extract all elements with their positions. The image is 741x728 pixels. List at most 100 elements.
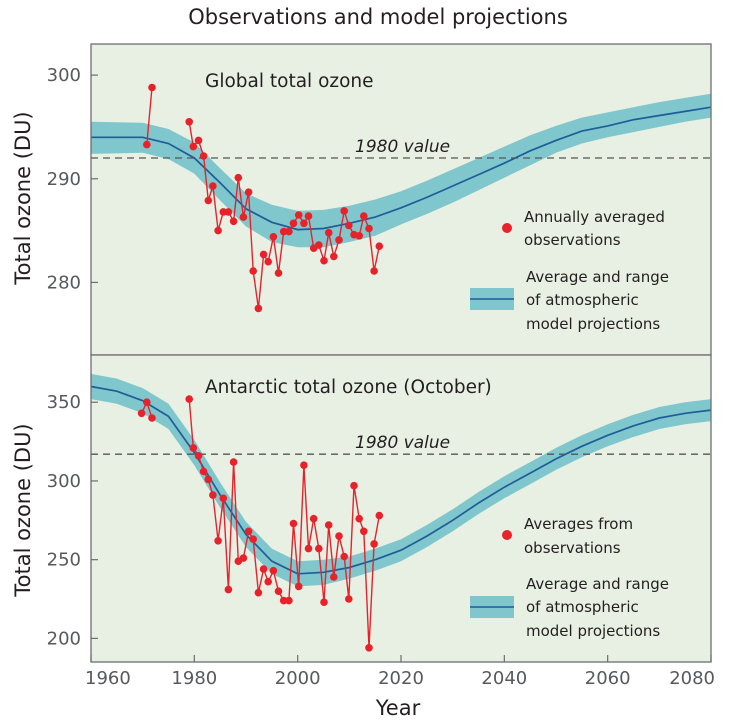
observation-point [315,544,323,553]
antarctic-observations [137,395,384,652]
observation-point [269,233,278,241]
observation-point [345,595,353,603]
observation-point [370,540,378,548]
observation-point [360,212,368,220]
observation-point [300,219,308,228]
x-tick-label: 1980 [171,668,217,689]
observation-point [204,196,213,205]
observation-point [294,582,303,591]
observation-point [185,395,193,403]
observation-point [254,304,263,313]
observation-point [320,598,328,606]
observation-point [269,566,278,575]
antarctic-y-axis: 200 250 300 350 [47,392,98,649]
observation-point [324,228,333,237]
global-1980-value-label: 1980 value [355,137,450,157]
observation-point [214,226,222,235]
observation-point [279,596,288,605]
observation-point [148,414,156,422]
x-tick-label: 2060 [585,668,631,689]
observation-point [360,527,368,536]
observation-point [249,535,257,543]
observation-point [264,257,273,266]
observation-point [279,227,288,236]
observation-point [320,256,328,265]
observation-point [244,527,253,536]
global-y-axis: 280 290 300 [47,65,98,293]
observation-point [244,188,253,196]
observation-point [204,475,213,484]
global-model-average-line [91,106,712,231]
legend-model-label: Average and range of atmospheric model p… [526,268,674,333]
observation-point [239,554,248,562]
observation-point [239,213,248,221]
observation-point [330,573,338,581]
y-tick-label: 250 [47,550,81,571]
observation-point [194,136,203,145]
observation-point [330,252,338,261]
observation-point [340,552,349,561]
observation-point [148,83,156,92]
observation-point [289,219,298,228]
observation-point [365,644,373,652]
observation-point [229,458,238,466]
chart-title: Observations and model projections [188,5,568,29]
antarctic-y-axis-label: Total ozone (DU) [11,423,35,597]
x-tick-label: 2040 [481,668,527,689]
legend-observations-label: Annually averaged observations [524,208,670,249]
observation-point [285,596,293,605]
observation-point [259,565,268,573]
observation-point [355,514,364,523]
observation-point [335,236,343,244]
global-legend: Annually averaged observations Average a… [470,208,674,333]
observation-point [355,232,364,240]
y-tick-label: 200 [47,628,81,649]
x-tick-label: 1960 [85,668,131,689]
global-observations [143,83,384,313]
observation-point [335,532,343,540]
antarctic-panel: 1980 value Antarctic total ozone (Octobe… [11,354,712,663]
antarctic-legend: Averages from observations Average and r… [470,515,669,640]
observation-line [146,87,153,145]
antarctic-1980-value-label: 1980 value [355,433,450,453]
observation-point [209,491,217,499]
observation-point [209,182,217,190]
observation-point [254,588,263,597]
observation-point [143,398,151,407]
observation-point [137,409,146,418]
observation-point [264,577,273,586]
observation-point [285,227,293,236]
observation-point [234,173,243,182]
observation-point [224,585,233,594]
x-tick-label: 2020 [378,668,424,689]
x-axis: 1960 1980 2000 2020 2040 2060 2080 [85,655,715,689]
legend-observation-marker [502,223,512,233]
observation-point [375,511,384,520]
legend-observations-label: Averages from observations [524,515,638,557]
observation-point [199,467,208,476]
observation-point [259,250,268,259]
global-panel-title: Global total ozone [205,71,374,92]
observation-point [199,152,208,160]
observation-point [304,212,313,220]
y-tick-label: 300 [47,65,81,86]
observation-point [315,241,323,249]
observation-point [365,224,373,233]
observation-point [189,444,198,452]
global-y-axis-label: Total ozone (DU) [11,111,35,285]
antarctic-model-average-line [90,385,712,575]
observation-point [214,537,222,545]
x-tick-label: 2080 [669,668,715,689]
model-average-path [90,385,712,575]
observation-point [345,221,353,230]
observation-point [229,217,238,226]
observation-point [274,269,283,277]
observation-point [300,461,308,470]
global-panel: 1980 value Global total ozone 280290300 … [11,43,712,356]
y-tick-label: 300 [47,471,81,492]
observation-point [304,544,313,553]
observation-point [350,481,358,490]
observation-point [185,118,193,126]
x-axis-label: Year [375,696,421,720]
